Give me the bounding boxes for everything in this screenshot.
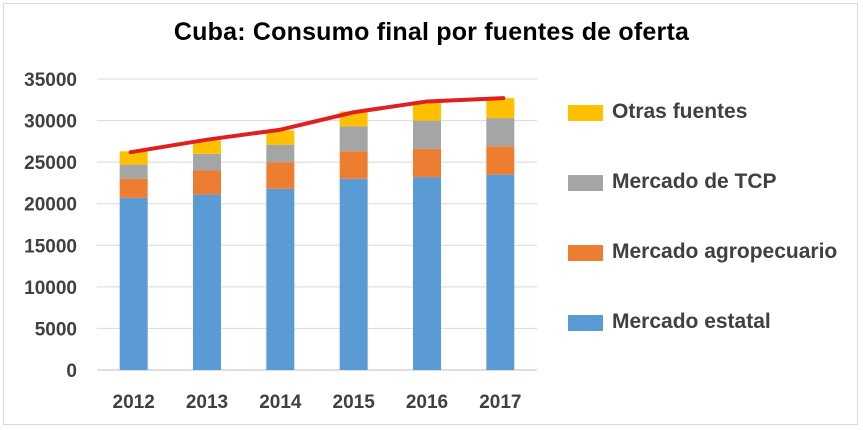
x-tick-label: 2014 bbox=[259, 392, 302, 413]
x-tick-label: 2017 bbox=[479, 392, 521, 413]
bar-segment bbox=[119, 151, 148, 165]
x-tick-label: 2016 bbox=[406, 392, 448, 413]
bar-segment bbox=[413, 177, 441, 370]
y-tick-label: 35000 bbox=[24, 70, 77, 91]
bar-segment bbox=[119, 164, 148, 179]
bar-segment bbox=[266, 144, 295, 163]
bar-segment bbox=[193, 140, 221, 154]
legend-swatch bbox=[568, 245, 603, 261]
bar-segment bbox=[339, 151, 368, 179]
legend-label: Mercado de TCP bbox=[612, 170, 777, 193]
bar-segment bbox=[193, 153, 221, 171]
bar-segment bbox=[413, 120, 441, 149]
x-tick-label: 2013 bbox=[186, 392, 228, 413]
legend-swatch bbox=[568, 315, 603, 331]
x-tick-label: 2015 bbox=[333, 392, 376, 413]
bar-segment bbox=[339, 126, 368, 152]
bar-segment bbox=[266, 130, 295, 145]
legend-label: Mercado agropecuario bbox=[612, 240, 838, 263]
bar-segment bbox=[413, 148, 441, 178]
x-tick-label: 2012 bbox=[113, 392, 155, 413]
bar-segment bbox=[266, 188, 295, 370]
legend-label: Otras fuentes bbox=[612, 100, 748, 123]
y-tick-label: 10000 bbox=[24, 278, 77, 299]
y-tick-label: 0 bbox=[66, 361, 77, 382]
bar-segment bbox=[339, 178, 368, 370]
bar-segment bbox=[119, 178, 148, 198]
legend-swatch bbox=[568, 105, 603, 121]
bar-segment bbox=[266, 162, 295, 189]
y-tick-label: 5000 bbox=[35, 319, 77, 340]
trend-line bbox=[128, 96, 506, 155]
bar-segment bbox=[486, 146, 515, 175]
bar-segment bbox=[486, 98, 515, 119]
y-tick-label: 20000 bbox=[24, 195, 77, 216]
bar-segment bbox=[413, 102, 441, 121]
y-tick-label: 25000 bbox=[24, 153, 77, 174]
bar-segment bbox=[193, 194, 221, 370]
y-tick-label: 15000 bbox=[24, 236, 77, 257]
bar-segment bbox=[193, 170, 221, 195]
bar-segment bbox=[119, 197, 148, 370]
y-tick-label: 30000 bbox=[24, 112, 77, 133]
legend-swatch bbox=[568, 175, 603, 191]
legend-label: Mercado estatal bbox=[612, 310, 771, 333]
bar-segment bbox=[486, 174, 515, 370]
chart-title: Cuba: Consumo final por fuentes de ofert… bbox=[173, 18, 690, 46]
bar-segment bbox=[486, 118, 515, 147]
